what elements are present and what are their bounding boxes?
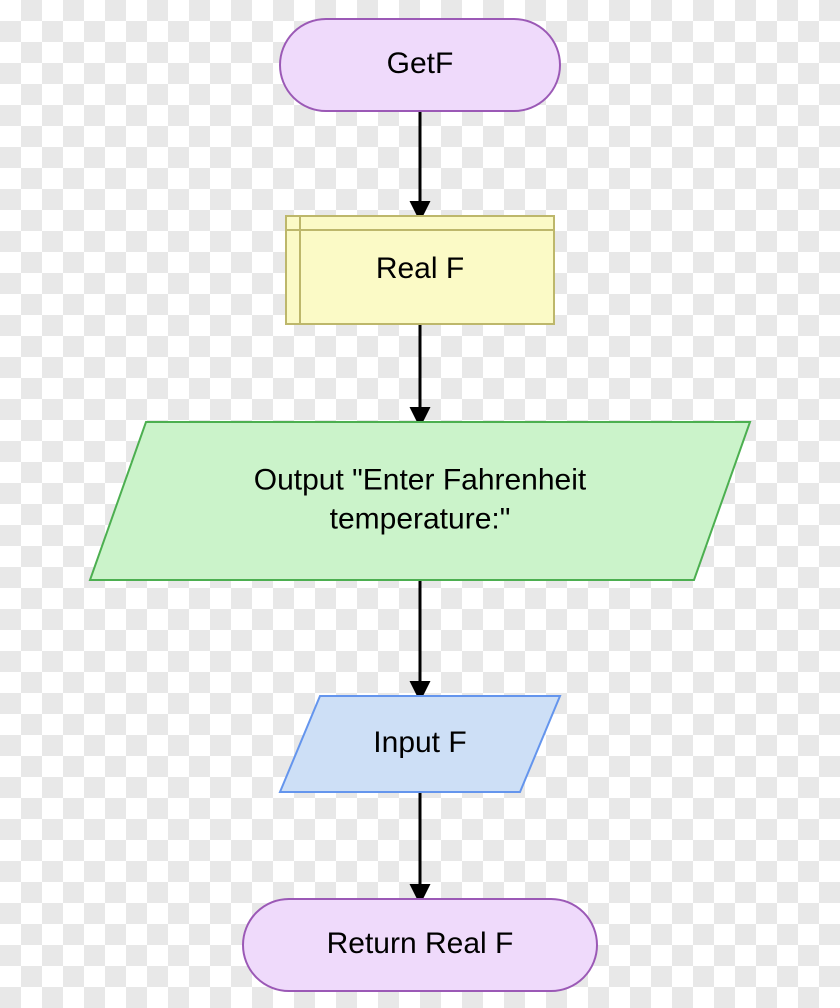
- node-label: Input F: [373, 726, 466, 759]
- node-label: Real F: [376, 252, 464, 285]
- node-input: Input F: [280, 696, 560, 792]
- io-shape: [90, 422, 750, 580]
- node-return: Return Real F: [243, 899, 597, 991]
- node-label: temperature:": [330, 502, 511, 535]
- node-label: Output "Enter Fahrenheit: [254, 463, 587, 496]
- node-label: Return Real F: [327, 927, 514, 960]
- node-decl: Real F: [286, 216, 554, 324]
- flowchart-canvas: GetF Real F Output "Enter Fahrenheit temper…: [0, 0, 840, 1008]
- node-start: GetF: [280, 19, 560, 111]
- node-output: Output "Enter Fahrenheit temperature:": [90, 422, 750, 580]
- node-label: GetF: [387, 47, 454, 80]
